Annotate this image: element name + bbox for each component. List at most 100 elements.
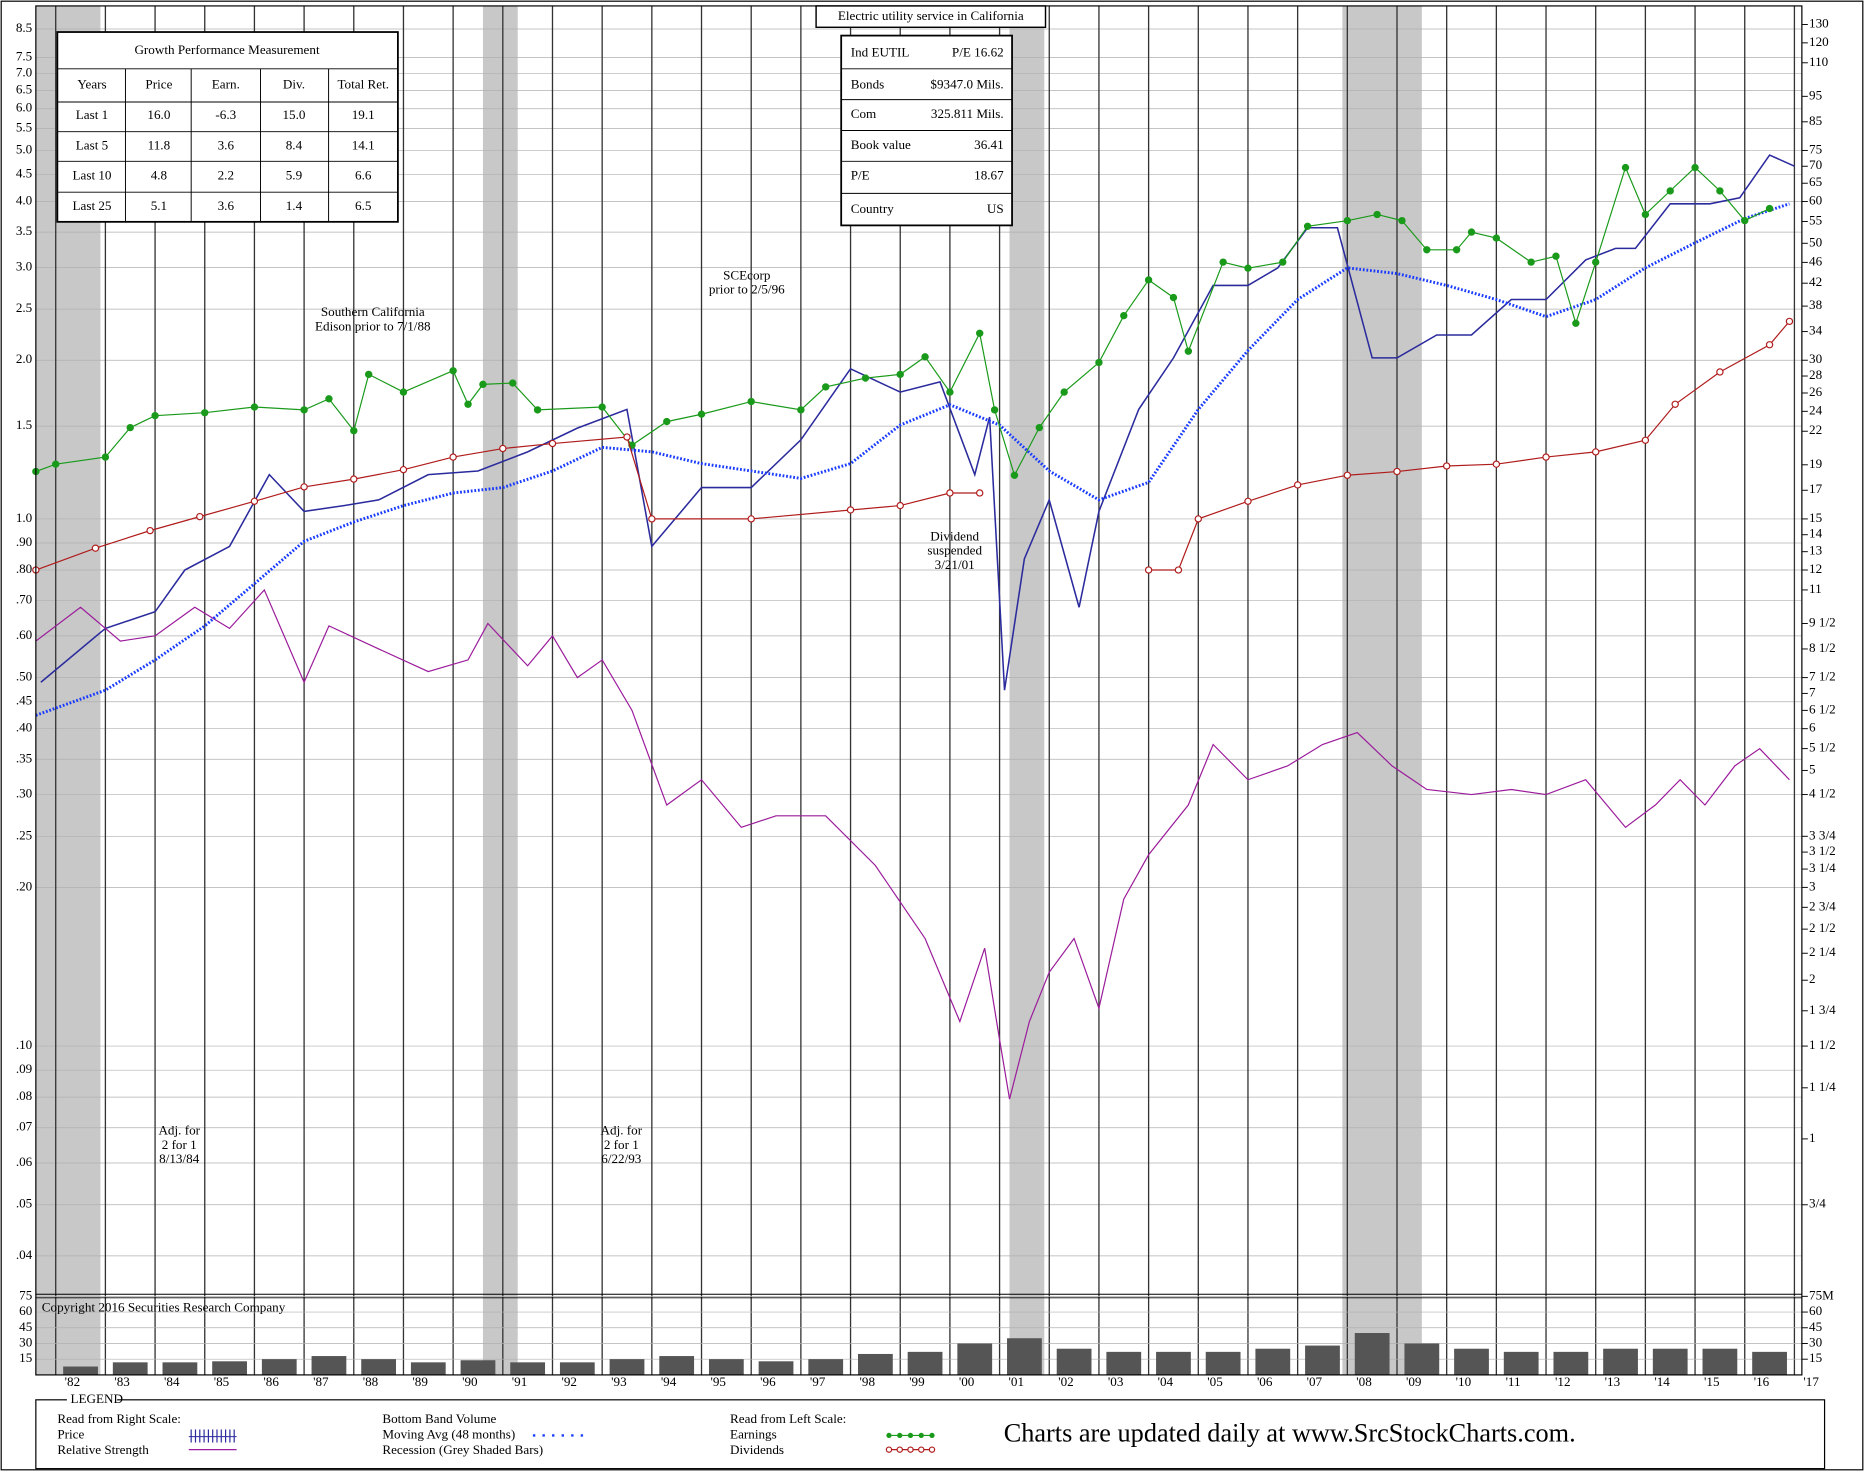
x-tick-label: '97 xyxy=(810,1374,826,1389)
volume-bar xyxy=(957,1343,993,1375)
y2-tick-label: 24 xyxy=(1809,402,1823,417)
y2-tick-label: 6 1/2 xyxy=(1809,701,1836,716)
series-marker xyxy=(364,370,373,379)
legend-glyph xyxy=(886,1432,892,1439)
legend-glyph xyxy=(907,1432,914,1439)
y2-tick-label: 3 1/4 xyxy=(1809,860,1836,875)
footer: Charts are updated daily at www.SrcStock… xyxy=(1004,1418,1576,1447)
volume-bar xyxy=(311,1356,347,1375)
annotation: 8/13/84 xyxy=(159,1151,200,1166)
x-tick-label: '98 xyxy=(860,1374,876,1389)
table-cell: Last 10 xyxy=(72,168,111,183)
annotation: Dividend xyxy=(930,528,979,543)
x-tick-label: '93 xyxy=(611,1374,627,1389)
series-marker xyxy=(1621,163,1630,172)
y2-tick-label: 46 xyxy=(1809,253,1823,268)
series-marker xyxy=(250,497,259,505)
info-label: Ind EUTIL xyxy=(851,44,910,59)
volume-bar xyxy=(112,1362,148,1375)
series-marker xyxy=(1467,228,1476,236)
x-tick-label: '13 xyxy=(1605,1374,1621,1389)
y2-tick-label: 50 xyxy=(1809,234,1823,249)
y-tick-label: 6.5 xyxy=(16,81,33,96)
volume-bar xyxy=(1156,1351,1191,1375)
series-marker xyxy=(325,395,333,403)
y2-tick-label: 19 xyxy=(1809,456,1822,471)
recession-band xyxy=(1009,5,1045,1375)
y-tick-label: 5.5 xyxy=(16,120,33,135)
info-value: P/E 16.62 xyxy=(952,44,1004,59)
y2-tick-label: 7 xyxy=(1809,684,1816,699)
info-value: US xyxy=(987,201,1004,216)
y2-tick-label: 60 xyxy=(1809,193,1823,208)
y2-tick-label: 11 xyxy=(1809,581,1822,596)
y-tick-label: .08 xyxy=(16,1088,33,1103)
series-marker xyxy=(747,397,755,406)
y2-tick-label: 85 xyxy=(1809,113,1823,128)
legend-glyph xyxy=(897,1432,903,1439)
series-marker xyxy=(1343,216,1352,225)
volume-bar xyxy=(1354,1333,1390,1375)
volume-tick-label: 45 xyxy=(19,1319,33,1334)
y2-tick-label: 38 xyxy=(1809,297,1823,312)
volume-bar xyxy=(63,1366,98,1375)
series-marker xyxy=(663,417,671,426)
series-marker xyxy=(91,544,100,552)
volume-tick-label-right: 45 xyxy=(1809,1319,1823,1334)
y2-tick-label: 8 1/2 xyxy=(1809,640,1836,655)
series-marker xyxy=(1219,258,1227,266)
y-tick-label: 7.5 xyxy=(16,49,33,64)
table-cell: 6.5 xyxy=(355,198,372,213)
y2-tick-label: 34 xyxy=(1809,323,1823,338)
y2-tick-label: 3 1/2 xyxy=(1809,843,1836,858)
series-marker xyxy=(1671,400,1679,408)
y2-tick-label: 95 xyxy=(1809,87,1823,102)
series-line xyxy=(1148,320,1790,571)
series-marker xyxy=(1641,210,1650,219)
y-tick-label: .70 xyxy=(16,592,33,607)
volume-bar xyxy=(1305,1345,1340,1375)
y2-tick-label: 1 1/2 xyxy=(1809,1037,1836,1052)
y2-tick-label: 120 xyxy=(1809,34,1829,49)
x-tick-label: '96 xyxy=(760,1374,776,1389)
y2-tick-label: 14 xyxy=(1809,526,1823,541)
y-tick-label: 4.0 xyxy=(16,193,33,208)
y-tick-label: 1.5 xyxy=(16,417,33,432)
volume-tick-label: 60 xyxy=(19,1303,33,1318)
series-line xyxy=(40,154,1795,691)
x-tick-label: '00 xyxy=(959,1374,975,1389)
table-cell: 6.6 xyxy=(355,168,372,183)
y2-tick-label: 3 3/4 xyxy=(1809,827,1836,842)
series-line xyxy=(35,588,1790,1100)
y2-tick-label: 130 xyxy=(1809,16,1829,31)
table-cell: 5.9 xyxy=(286,168,302,183)
y2-tick-label: 110 xyxy=(1809,54,1829,69)
volume-bar xyxy=(460,1360,496,1375)
volume-bar xyxy=(907,1351,943,1375)
series-marker xyxy=(896,370,904,379)
series-marker xyxy=(896,501,904,510)
recession-band xyxy=(35,5,101,1375)
series-marker xyxy=(1452,246,1461,254)
info-label: P/E xyxy=(851,168,870,183)
series-marker xyxy=(1572,319,1580,327)
table-cell: 2.2 xyxy=(218,168,234,183)
volume-bar xyxy=(1007,1338,1042,1375)
series-marker xyxy=(1442,462,1451,470)
y2-tick-label: 5 1/2 xyxy=(1809,740,1836,755)
annotation: suspended xyxy=(927,543,982,558)
y2-tick-label: 30 xyxy=(1809,351,1823,366)
x-tick-label: '84 xyxy=(164,1374,180,1389)
series-marker xyxy=(797,406,805,414)
annotation: 2 for 1 xyxy=(162,1137,197,1152)
y-tick-label: .10 xyxy=(16,1037,33,1052)
annotation: 3/21/01 xyxy=(935,557,975,572)
series-marker xyxy=(921,353,929,361)
legend-header: Bottom Band Volume xyxy=(382,1411,496,1426)
y2-tick-label: 3/4 xyxy=(1809,1196,1826,1211)
series-marker xyxy=(350,427,358,435)
table-cell: 5.1 xyxy=(151,198,167,213)
annotation: Adj. for xyxy=(601,1123,643,1138)
info-value: $9347.0 Mils. xyxy=(930,76,1003,91)
